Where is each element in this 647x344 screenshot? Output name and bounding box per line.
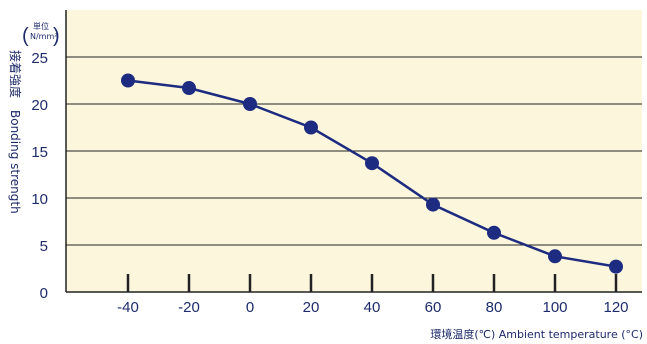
- data-points: [121, 73, 623, 274]
- x-tick-label-20: 20: [303, 299, 320, 316]
- x-tick-label-0: 0: [246, 299, 254, 316]
- y-tick-label-5: 5: [40, 238, 48, 255]
- data-point-40: [365, 156, 379, 171]
- data-point-20: [304, 120, 318, 135]
- x-axis-label: 環境温度(℃) Ambient temperature (°C): [430, 327, 643, 341]
- unit-label-line2: N/mm²: [30, 32, 57, 41]
- y-tick-label-10: 10: [31, 191, 48, 208]
- x-tick-label--20: -20: [178, 299, 200, 316]
- data-point-80: [487, 225, 501, 240]
- x-tick-marks: [126, 274, 618, 292]
- x-tick-label-60: 60: [425, 299, 442, 316]
- y-tick-label-20: 20: [31, 97, 48, 114]
- y-tick-labels: 0 5 10 15 20 25: [31, 50, 48, 302]
- data-point-100: [548, 249, 562, 264]
- x-tick-label-120: 120: [603, 299, 628, 316]
- x-tick-label-40: 40: [364, 299, 381, 316]
- y-axis-label-japanese: 接着強度: [8, 50, 23, 98]
- unit-paren-close: ): [53, 25, 60, 47]
- data-point-60: [426, 197, 440, 212]
- data-point-0: [243, 97, 257, 111]
- x-tick-label-100: 100: [542, 299, 567, 316]
- x-tick-label--40: -40: [117, 299, 139, 316]
- data-point--40: [121, 73, 135, 88]
- y-tick-label-15: 15: [31, 144, 48, 161]
- unit-label-line1: 単位: [33, 21, 49, 31]
- y-tick-label-25: 25: [31, 50, 48, 67]
- y-axis-label-english: Bonding strength: [8, 110, 22, 214]
- unit-paren-open: (: [22, 25, 29, 47]
- x-tick-label-80: 80: [486, 299, 503, 316]
- gridlines: [66, 56, 642, 246]
- y-tick-label-0: 0: [40, 285, 48, 302]
- data-point--20: [182, 81, 196, 96]
- data-point-120: [609, 259, 623, 274]
- x-tick-labels: -40 -20 0 20 40 60 80 100 120: [117, 299, 628, 316]
